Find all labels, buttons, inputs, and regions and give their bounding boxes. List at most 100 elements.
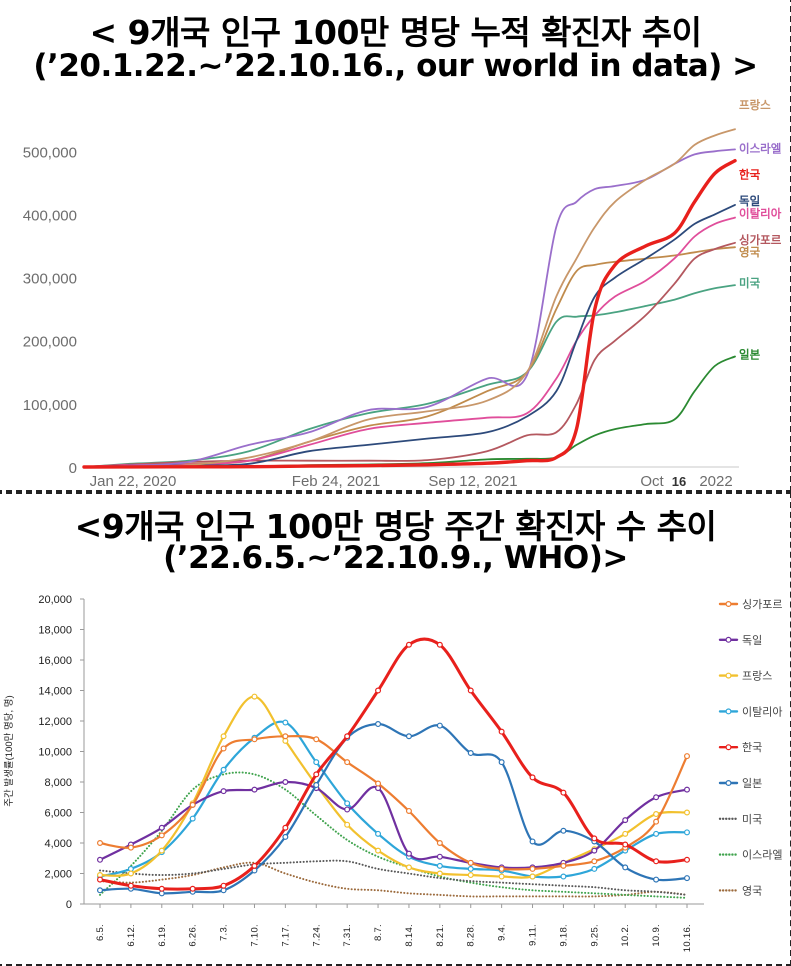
- chart2-x-tick-label: 7.24.: [311, 924, 322, 947]
- chart2-point-프랑스: [127, 870, 134, 877]
- chart2-x-tick-label: 9.18.: [558, 924, 569, 947]
- chart1-plot: 0 100,000 200,000 300,000 400,000 500,000 Jan …: [23, 98, 782, 490]
- chart2-series-line-미국: [99, 859, 688, 896]
- chart2-x-tick-label: 10.2.: [620, 924, 631, 947]
- chart2-series-line-이스라엘: [99, 771, 688, 899]
- chart2-legend-label-일본: 일본: [742, 776, 762, 790]
- chart2-x-tick-label: 6.12.: [126, 924, 137, 947]
- chart2-point-이탈리아: [375, 830, 382, 837]
- chart2-point-한국: [158, 885, 165, 892]
- chart2-point-프랑스: [405, 864, 412, 871]
- chart2-x-tick-label: 8.21.: [435, 924, 446, 947]
- chart2-series-line-독일: [98, 780, 689, 870]
- chart2-y-tick-label: 12,000: [38, 716, 72, 728]
- chart2-point-프랑스: [683, 809, 690, 816]
- chart2-x-tick-label: 10.16.: [682, 924, 693, 952]
- chart2-point-이탈리아: [683, 829, 690, 836]
- chart2-point-독일: [653, 794, 660, 801]
- chart2-point-한국: [653, 858, 660, 865]
- chart2-y-tick-label: 16,000: [38, 655, 72, 667]
- chart2-title-line1: <9개국 인구 100만 명당 주간 확진자 수 추이: [74, 507, 717, 546]
- chart2-point-한국: [96, 876, 103, 883]
- chart2-legend-marker-프랑스: [725, 672, 732, 679]
- chart2-y-tick-label: 14,000: [38, 686, 72, 698]
- chart2-legend-label-프랑스: 프랑스: [742, 670, 772, 683]
- chart2-y-axis-label: 주간 발생률(100만 명당, 명): [4, 695, 15, 806]
- chart2-point-한국: [683, 856, 690, 863]
- chart1-series-line-독일: [83, 204, 736, 468]
- chart2-legend-label-이탈리아: 이탈리아: [742, 705, 782, 718]
- chart1-series-label-독일: 독일: [739, 194, 760, 208]
- chart1-y-tick-label: 0: [69, 460, 77, 477]
- chart2-series-line-한국: [98, 637, 689, 891]
- chart2-series-line-일본: [98, 722, 689, 895]
- chart2-point-프랑스: [529, 873, 536, 880]
- chart1-series-label-영국: 영국: [739, 245, 761, 259]
- chart2-point-싱가포르: [313, 736, 320, 743]
- chart2-x-tick-label: 8.28.: [466, 924, 477, 947]
- chart1-x-tick-label: Feb 24, 2021: [292, 473, 380, 490]
- chart2-point-싱가포르: [436, 839, 443, 846]
- chart2-point-싱가포르: [529, 865, 536, 872]
- chart2-series-line-이탈리아: [98, 720, 689, 879]
- chart2-x-tick-label: 6.5.: [95, 924, 106, 941]
- chart2-legend-label-이스라엘: 이스라엘: [742, 849, 782, 862]
- chart2-point-독일: [405, 850, 412, 857]
- chart2-point-이탈리아: [220, 766, 227, 773]
- chart1-series-label-일본: 일본: [739, 347, 761, 361]
- chart1-y-tick-label: 500,000: [23, 144, 77, 161]
- chart2-point-싱가포르: [344, 759, 351, 766]
- chart2-point-싱가포르: [591, 858, 598, 865]
- chart2-point-독일: [436, 853, 443, 860]
- chart2-point-일본: [498, 759, 505, 766]
- chart2-point-독일: [96, 856, 103, 863]
- chart2-y-tick-label: 8,000: [44, 777, 72, 789]
- chart1-y-tick-label: 400,000: [23, 207, 77, 224]
- chart2-legend-marker-일본: [725, 779, 732, 786]
- chart2-point-일본: [96, 887, 103, 894]
- chart2-point-프랑스: [622, 830, 629, 837]
- chart2-legend-label-싱가포르: 싱가포르: [742, 598, 782, 611]
- chart2-point-독일: [220, 788, 227, 795]
- chart2-legend-label-한국: 한국: [742, 741, 762, 754]
- chart2-x-tick-label: 6.19.: [157, 924, 168, 947]
- chart2-point-일본: [282, 833, 289, 840]
- chart2-x-tick-label: 7.31.: [342, 924, 353, 947]
- chart2-point-한국: [189, 885, 196, 892]
- chart2-legend-marker-싱가포르: [725, 600, 732, 607]
- chart2-point-싱가포르: [96, 839, 103, 846]
- chart2-y-tick-label: 18,000: [38, 625, 72, 637]
- chart2-x-tick-label: 9.4.: [497, 924, 508, 941]
- chart2-point-프랑스: [498, 873, 505, 880]
- chart1-series-label-한국: 한국: [739, 168, 761, 182]
- chart1-x-tick-label: Sep 12, 2021: [428, 473, 517, 490]
- chart2-point-싱가포르: [467, 859, 474, 866]
- chart1-y-tick-label: 100,000: [23, 397, 77, 414]
- chart2-x-tick-label: 7.3.: [219, 924, 230, 941]
- chart1-series-label-싱가포르: 싱가포르: [739, 233, 782, 247]
- chart2-point-한국: [529, 774, 536, 781]
- chart2-x-tick-label: 9.11.: [528, 924, 539, 946]
- chart2-x-tick-label: 9.25.: [589, 924, 600, 947]
- chart2-point-이탈리아: [344, 800, 351, 807]
- chart2-point-한국: [375, 687, 382, 694]
- chart1-series-label-이스라엘: 이스라엘: [739, 141, 781, 155]
- chart2-x-tick-label: 8.7.: [373, 924, 384, 941]
- chart1-x-tick-label: Jan 22, 2020: [90, 473, 177, 490]
- chart2-point-독일: [344, 806, 351, 813]
- chart2-point-한국: [313, 771, 320, 778]
- chart2-point-프랑스: [344, 821, 351, 828]
- chart2-point-프랑스: [158, 847, 165, 854]
- chart2-legend-marker-독일: [725, 636, 732, 643]
- chart1-title-line1: < 9개국 인구 100만 명당 누적 확진자 추이: [89, 13, 702, 52]
- chart1-series-label-이탈리아: 이탈리아: [739, 207, 782, 221]
- chart2-point-이탈리아: [467, 865, 474, 872]
- chart2-y-tick-label: 2,000: [44, 869, 72, 881]
- chart2-point-일본: [560, 827, 567, 834]
- chart2-x-tick-label: 7.10.: [249, 924, 260, 947]
- chart2-point-일본: [313, 782, 320, 789]
- chart2-point-싱가포르: [127, 844, 134, 851]
- chart2-point-싱가포르: [220, 745, 227, 752]
- chart1-x-tick-label: Oct: [640, 473, 664, 490]
